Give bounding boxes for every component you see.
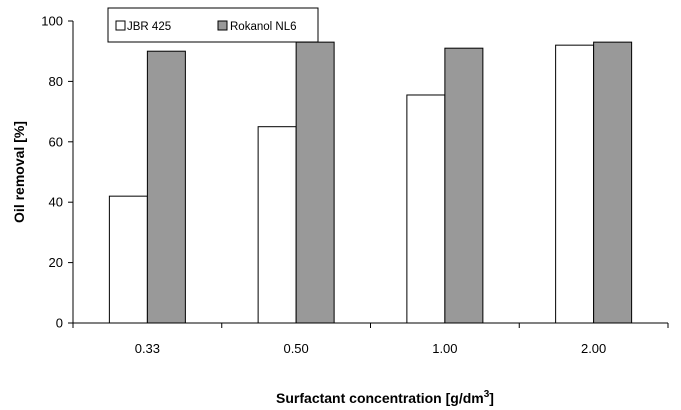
legend-label-series-2: Rokanol NL6 (230, 21, 296, 33)
bar-series-1-cat-2 (257, 126, 297, 324)
bar-series-1-cat-3 (406, 94, 446, 324)
legend-box (107, 7, 319, 43)
legend-label-series-1: JBR 425 (127, 21, 171, 33)
legend-swatch-series-2 (217, 20, 228, 31)
plot-area: 0 20 40 60 80 100 0.33 0.50 1.00 2.00 (41, 14, 669, 356)
x-axis-title-close: ] (489, 390, 494, 406)
x-tick-label-4: 2.00 (581, 341, 606, 356)
bar-series-2-cat-4 (593, 41, 633, 324)
bar-series-1-cat-4 (555, 44, 595, 324)
y-tick-label-40: 40 (49, 195, 63, 210)
y-tick-label-20: 20 (49, 255, 63, 270)
x-axis-title-main: Surfactant concentration [g/dm (276, 390, 484, 406)
x-tick-label-2: 0.50 (283, 341, 308, 356)
legend: JBR 425 Rokanol NL6 (107, 7, 319, 43)
y-axis-title: Oil removal [%] (11, 121, 27, 223)
bar-series-1-cat-1 (108, 195, 148, 324)
legend-swatch-series-1 (115, 20, 126, 31)
x-tick-label-3: 1.00 (432, 341, 457, 356)
y-tick-label-0: 0 (56, 316, 63, 331)
x-tick-label-1: 0.33 (135, 341, 160, 356)
bar-series-2-cat-1 (146, 50, 186, 324)
bar-series-2-cat-3 (444, 47, 484, 324)
y-tick-label-80: 80 (49, 74, 63, 89)
y-tick-label-60: 60 (49, 134, 63, 149)
x-axis-title-sup: 3 (484, 389, 490, 400)
bar-series-2-cat-2 (295, 41, 335, 324)
x-axis-title: Surfactant concentration [g/dm3] (276, 389, 494, 406)
y-tick-label-100: 100 (41, 14, 63, 29)
